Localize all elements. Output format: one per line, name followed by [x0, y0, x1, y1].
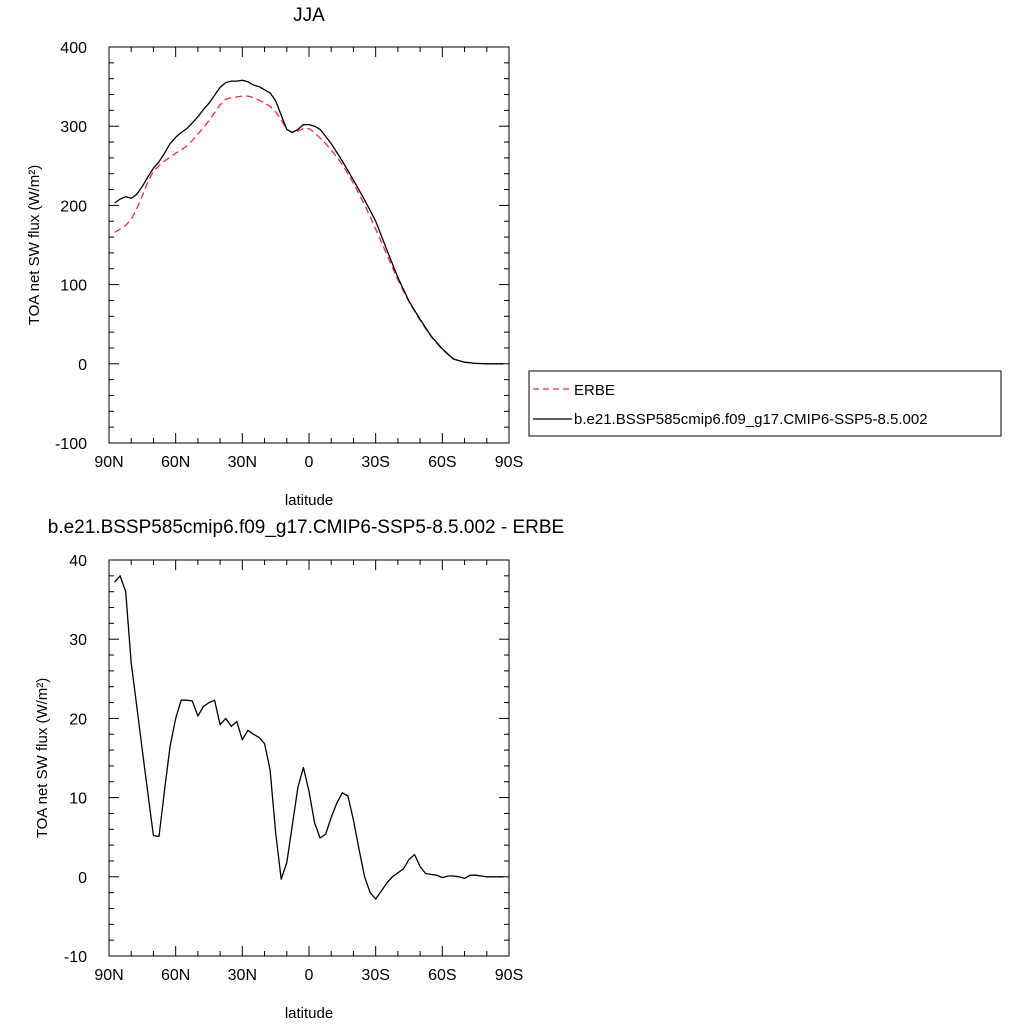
legend-label-erbe: ERBE: [574, 382, 615, 399]
y-tick-label: 0: [78, 870, 87, 887]
series-line-1: [114, 79, 504, 365]
y-tick-label: -100: [55, 436, 87, 453]
y-tick-label: 400: [60, 40, 87, 57]
y-tick-label: 10: [69, 791, 87, 808]
y-tick-label: -10: [64, 949, 87, 966]
y-tick-label: 0: [78, 357, 87, 374]
series-line-0: [114, 95, 504, 365]
x-tick-label: 60S: [428, 454, 456, 471]
panel-jja: JJA 90N 60N 30N 0 30S 60S 90S -100 0 100 200 300 400…: [26, 5, 1002, 509]
legend-label-model: b.e21.BSSP585cmip6.f09_g17.CMIP6-SSP5-8.…: [574, 411, 928, 428]
series-layer: [114, 79, 504, 365]
x-tick-label: 60S: [428, 967, 456, 984]
y-tick-label: 300: [60, 119, 87, 136]
x-tick-label: 60N: [161, 454, 190, 471]
y-tick-label: 30: [69, 632, 87, 649]
x-axis-label: latitude: [285, 492, 333, 509]
legend-box: [528, 370, 1002, 437]
x-tick-label: 90N: [94, 967, 123, 984]
y-tick-label: 100: [60, 278, 87, 295]
axis-ticks: 90N 60N 30N 0 30S 60S 90S -10 0 10 20 30 40: [64, 553, 523, 984]
x-tick-label: 90N: [94, 454, 123, 471]
series-layer: [114, 575, 504, 900]
plot-frame: [108, 46, 510, 444]
x-tick-label: 60N: [161, 967, 190, 984]
x-tick-label: 90S: [495, 454, 523, 471]
x-tick-label: 30S: [361, 454, 389, 471]
y-tick-label: 20: [69, 711, 87, 728]
x-tick-label: 0: [305, 454, 314, 471]
chart-title: b.e21.BSSP585cmip6.f09_g17.CMIP6-SSP5-8.…: [48, 517, 564, 538]
x-tick-label: 0: [305, 967, 314, 984]
x-tick-label: 30N: [228, 454, 257, 471]
x-axis-label: latitude: [285, 1005, 333, 1022]
x-tick-label: 90S: [495, 967, 523, 984]
axis-ticks: 90N 60N 30N 0 30S 60S 90S -100 0 100 200 300 400: [55, 40, 523, 471]
x-tick-label: 30N: [228, 967, 257, 984]
chart-title: JJA: [293, 5, 325, 26]
panel-difference: b.e21.BSSP585cmip6.f09_g17.CMIP6-SSP5-8.…: [34, 517, 564, 1022]
y-axis-label: TOA net SW flux (W/m²): [26, 165, 43, 326]
y-axis-label: TOA net SW flux (W/m²): [34, 678, 51, 839]
y-tick-label: 40: [69, 553, 87, 570]
x-tick-label: 30S: [361, 967, 389, 984]
legend: ERBE b.e21.BSSP585cmip6.f09_g17.CMIP6-SS…: [528, 370, 1002, 437]
y-tick-label: 200: [60, 198, 87, 215]
series-line-0: [114, 575, 504, 900]
